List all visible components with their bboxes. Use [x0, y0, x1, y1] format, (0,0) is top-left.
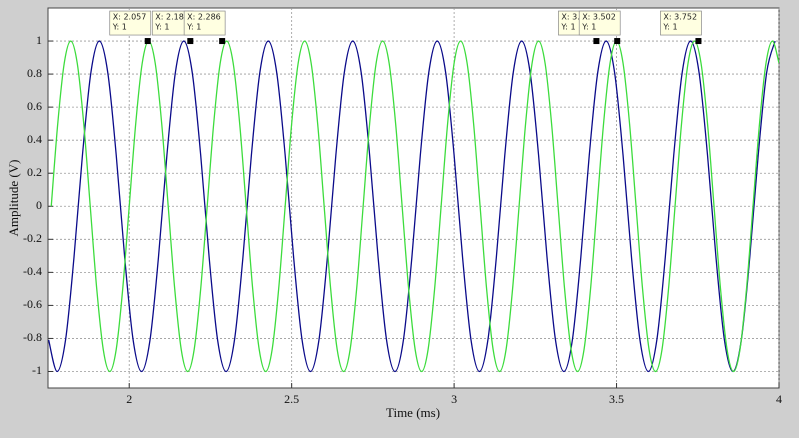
y-tick-label: -0.4 — [23, 264, 42, 278]
grid — [48, 8, 780, 388]
data-tip-text: X: 3.502 — [582, 13, 616, 22]
data-tip-box — [183, 10, 226, 36]
data-tip-marker — [187, 38, 194, 45]
y-tick-label: -0.6 — [23, 297, 42, 311]
x-tick-label: 3.5 — [609, 392, 624, 406]
data-tip-text: X: 2.286 — [187, 13, 221, 22]
data-tip-box — [578, 10, 621, 36]
y-tick-label: 0.4 — [27, 132, 42, 146]
data-tip-text: X: 3.752 — [663, 13, 697, 22]
y-tick-label: 0.2 — [27, 165, 42, 179]
data-tip-text: Y: 1 — [662, 23, 677, 32]
line-series — [48, 40, 776, 373]
line-series — [50, 40, 779, 373]
data-tip-box — [660, 10, 702, 36]
data-tip-marker — [144, 38, 151, 45]
y-axis-label: Amplitude (V) — [6, 160, 21, 237]
y-tick-label: 0.6 — [27, 99, 42, 113]
data-tip-text: Y: 1 — [154, 23, 169, 32]
y-tick-label: 1 — [36, 33, 42, 47]
x-tick-label: 2 — [126, 392, 132, 406]
x-tick-label: 4 — [776, 392, 782, 406]
y-tick-label: -0.2 — [23, 231, 42, 245]
data-tip-text: Y: 1 — [581, 23, 596, 32]
data-tip-text: Y: 1 — [560, 23, 575, 32]
x-axis-label: Time (ms) — [386, 405, 440, 420]
data-tip-text: X: 3.438 — [561, 13, 595, 22]
y-tick-label: 0.8 — [27, 66, 42, 80]
data-tip-marker — [614, 38, 621, 45]
data-tip-marker — [695, 38, 702, 45]
data-tip-text: Y: 1 — [186, 23, 201, 32]
data-tip-text: Y: 1 — [112, 23, 127, 32]
data-tip-marker — [219, 38, 226, 45]
x-tick-label: 2.5 — [284, 392, 299, 406]
y-tick-label: -1 — [32, 363, 42, 377]
y-tick-label: 0 — [36, 198, 42, 212]
data-tip-box — [109, 10, 152, 36]
data-tip-marker — [593, 38, 600, 45]
data-tip-text: X: 2.188 — [155, 13, 189, 22]
x-tick-label: 3 — [451, 392, 457, 406]
lines — [48, 40, 779, 373]
plot-area — [47, 7, 780, 389]
y-tick-label: -0.8 — [23, 330, 42, 344]
data-tip-text: X: 2.057 — [113, 13, 147, 22]
